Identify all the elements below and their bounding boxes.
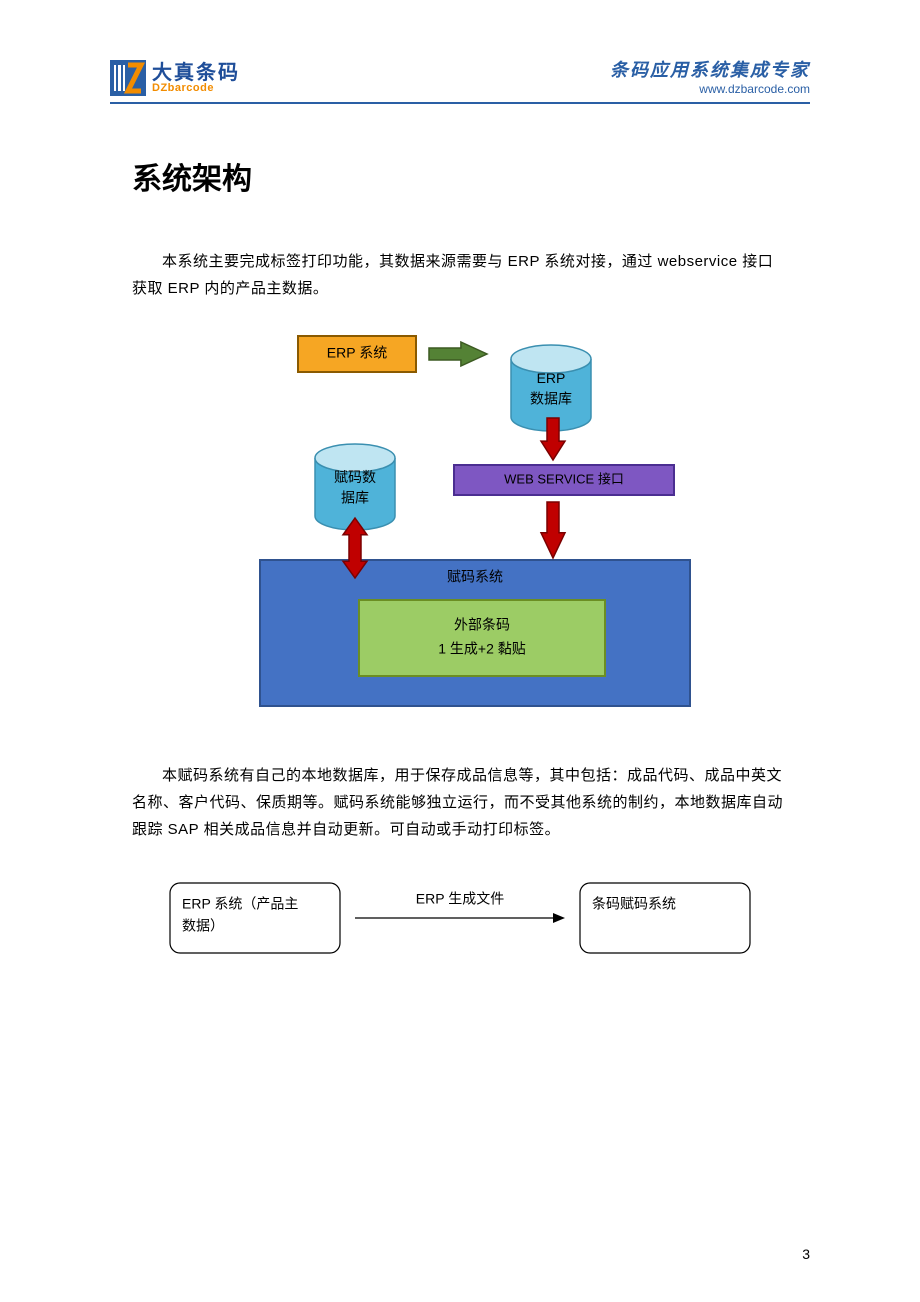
svg-text:数据）: 数据） (182, 918, 224, 934)
svg-text:ERP 生成文件: ERP 生成文件 (416, 891, 504, 907)
svg-text:据库: 据库 (341, 489, 369, 505)
paragraph-2: 本赋码系统有自己的本地数据库，用于保存成品信息等，其中包括：成品代码、成品中英文… (132, 762, 788, 843)
slogan: 条码应用系统集成专家 www.dzbarcode.com (610, 60, 810, 96)
page-title: 系统架构 (132, 154, 810, 198)
slogan-url: www.dzbarcode.com (610, 82, 810, 96)
svg-text:条码赋码系统: 条码赋码系统 (592, 896, 676, 912)
logo-cn: 大真条码 (152, 63, 240, 83)
svg-text:数据库: 数据库 (530, 390, 572, 406)
paragraph-1: 本系统主要完成标签打印功能，其数据来源需要与 ERP 系统对接，通过 webse… (132, 248, 788, 302)
page-number: 3 (802, 1246, 810, 1262)
document-page: 大真条码 DZbarcode 条码应用系统集成专家 www.dzbarcode.… (0, 0, 920, 1302)
dataflow-diagram: ERP 生成文件 ERP 系统（产品主数据） 条码赋码系统 (160, 873, 760, 983)
logo-icon (110, 60, 146, 96)
svg-text:外部条码: 外部条码 (454, 617, 510, 633)
slogan-cn: 条码应用系统集成专家 (610, 60, 810, 82)
svg-text:ERP 系统: ERP 系统 (327, 345, 387, 361)
architecture-diagram: 赋码系统 ERP 系统 ERP 数据库赋码数据库 WEB SERVICE 接口外部条码 1… (195, 312, 725, 732)
logo-en: DZbarcode (152, 83, 240, 94)
logo: 大真条码 DZbarcode (110, 60, 240, 96)
svg-text:ERP: ERP (537, 370, 566, 386)
svg-text:1 生成+2 黏贴: 1 生成+2 黏贴 (438, 641, 526, 657)
svg-text:赋码系统: 赋码系统 (447, 569, 503, 585)
svg-text:ERP 系统（产品主: ERP 系统（产品主 (182, 896, 298, 912)
svg-text:WEB SERVICE 接口: WEB SERVICE 接口 (504, 471, 624, 486)
page-header: 大真条码 DZbarcode 条码应用系统集成专家 www.dzbarcode.… (110, 60, 810, 104)
logo-text: 大真条码 DZbarcode (152, 63, 240, 94)
svg-text:赋码数: 赋码数 (334, 469, 376, 485)
